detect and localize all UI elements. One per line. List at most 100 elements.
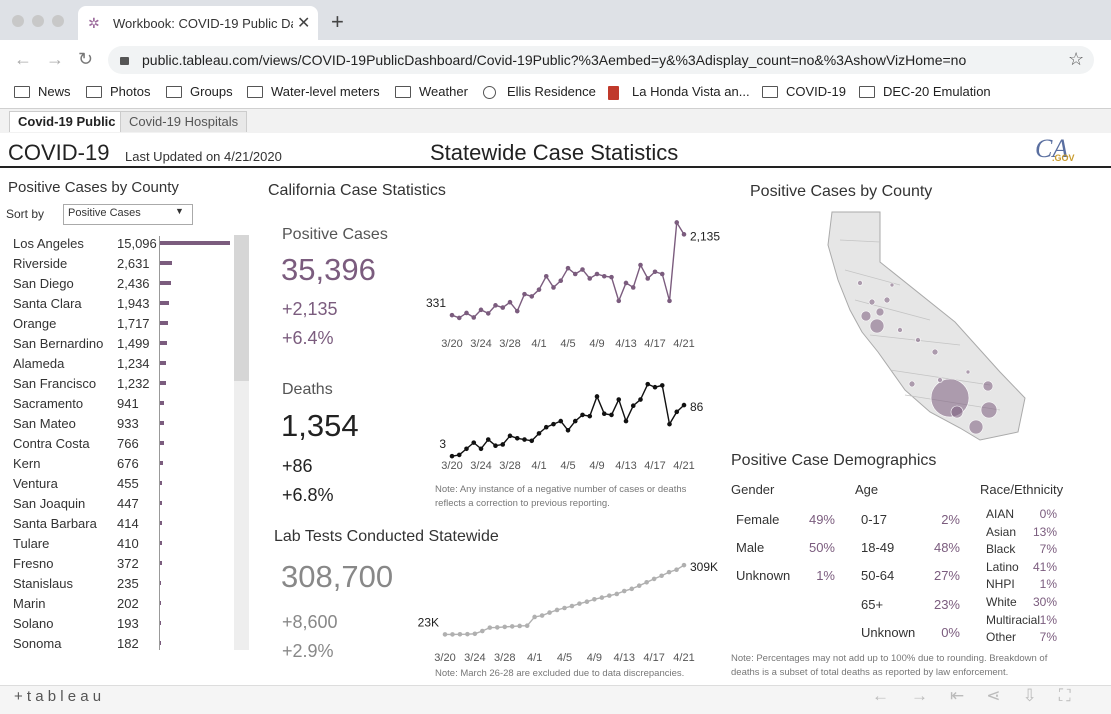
bookmark[interactable]: Ellis Residence	[507, 84, 596, 99]
stat-pct: +6.8%	[282, 485, 334, 505]
bookmark[interactable]: Groups	[190, 84, 233, 99]
point	[500, 305, 506, 310]
point	[638, 397, 643, 402]
sort-label: Sort by	[6, 207, 45, 221]
bookmark[interactable]: Water-level meters	[271, 84, 380, 99]
bookmark[interactable]: DEC-20 Emulation	[883, 84, 991, 99]
demo-value: 7%	[1039, 630, 1057, 645]
county-name: Sacramento	[13, 396, 84, 411]
county-value: 372	[117, 556, 139, 571]
point	[442, 632, 448, 637]
stat-total: 35,396	[281, 252, 376, 287]
url-field[interactable]	[108, 46, 1094, 74]
demo-label: Multiracial	[986, 612, 1041, 627]
point	[493, 443, 498, 448]
x-tick-label: 4/9	[589, 460, 604, 472]
point	[666, 569, 672, 575]
forward-button[interactable]: →	[46, 49, 64, 69]
sheet-tab[interactable]: Covid-19 Hospitals	[120, 111, 248, 132]
point	[572, 418, 578, 424]
back-button[interactable]: ←	[14, 49, 32, 69]
x-tick-label: 3/24	[470, 460, 491, 472]
point	[599, 595, 605, 600]
point	[681, 562, 687, 568]
toolbar-icons[interactable]: ←→⇤⋖⇩⛶	[872, 686, 1093, 705]
demo-label: NHPI	[986, 577, 1015, 592]
bookmark[interactable]: Weather	[419, 84, 468, 99]
bookmark[interactable]: La Honda Vista an...	[632, 84, 750, 99]
county-name: Tulare	[13, 536, 50, 551]
data-label: 331	[426, 296, 446, 310]
bookmark[interactable]: News	[38, 84, 71, 99]
x-tick-label: 4/9	[589, 338, 604, 350]
county-name: Marin	[13, 596, 46, 611]
group-title: Age	[855, 482, 879, 497]
x-tick-label: 3/28	[494, 652, 515, 664]
bookmark-icon	[86, 86, 102, 98]
bookmark-star[interactable]: ☆	[1068, 49, 1085, 69]
point	[536, 287, 542, 292]
point	[609, 412, 614, 418]
point	[500, 442, 506, 447]
point	[651, 576, 657, 582]
new-tab[interactable]: +	[331, 9, 344, 34]
x-tick-label: 4/21	[673, 460, 694, 472]
x-tick-label: 4/5	[560, 338, 575, 350]
demo-label: 18-49	[861, 540, 895, 556]
demo-label: Black	[986, 542, 1016, 557]
point	[471, 315, 477, 320]
point	[584, 599, 590, 604]
sort-dropdown[interactable]	[63, 204, 193, 225]
x-tick-label: 3/28	[499, 338, 520, 350]
scroll-thumb[interactable]	[234, 235, 249, 381]
bookmark[interactable]: Photos	[110, 84, 151, 99]
window-zoom[interactable]	[52, 15, 64, 27]
stat-label: Positive Cases	[282, 226, 388, 243]
sheet-tab[interactable]: Covid-19 Public	[9, 111, 125, 132]
point	[493, 303, 498, 308]
point	[517, 623, 522, 629]
demo-label: 0-17	[861, 512, 888, 527]
county-value: 455	[117, 476, 139, 491]
header-rule	[0, 166, 1111, 168]
county-value: 2,631	[117, 256, 150, 271]
point	[638, 262, 643, 268]
sparkline	[451, 383, 685, 457]
point	[629, 586, 635, 592]
demo-label: Female	[736, 512, 780, 527]
x-tick-label: 3/20	[441, 460, 462, 472]
point	[594, 271, 600, 277]
x-tick-label: 4/17	[644, 338, 665, 350]
section-title: California Case Statistics	[268, 182, 446, 199]
bar-axis	[159, 236, 160, 650]
county-value: 933	[117, 416, 139, 431]
point	[630, 403, 636, 408]
dashboard-title: COVID-19	[8, 140, 110, 165]
point	[547, 610, 552, 615]
tab-close[interactable]: ✕	[297, 15, 311, 32]
county-value: 235	[117, 576, 139, 591]
reload-button[interactable]: ↻	[78, 49, 94, 69]
point	[522, 291, 527, 297]
bookmark-icon	[166, 86, 182, 98]
bar	[160, 381, 166, 385]
x-tick-label: 4/5	[557, 652, 572, 664]
bookmark[interactable]: COVID-19	[786, 84, 846, 99]
demo-label: AIAN	[986, 507, 1015, 521]
point	[456, 315, 462, 321]
stat-label: Lab Tests Conducted Statewide	[274, 528, 499, 545]
point	[514, 436, 520, 441]
demo-label: Asian	[986, 524, 1017, 539]
county-value: 193	[117, 616, 139, 631]
window-close[interactable]	[12, 15, 24, 27]
county-name: San Diego	[13, 276, 74, 291]
point	[502, 624, 508, 630]
county-value: 1,717	[117, 316, 150, 331]
county-name: Los Angeles	[13, 236, 84, 251]
point	[587, 276, 593, 281]
browser-tab[interactable]	[78, 6, 318, 40]
window-minimize[interactable]	[32, 15, 44, 27]
county-value: 766	[117, 436, 139, 451]
x-tick-label: 4/1	[531, 338, 546, 350]
bar	[160, 561, 162, 565]
